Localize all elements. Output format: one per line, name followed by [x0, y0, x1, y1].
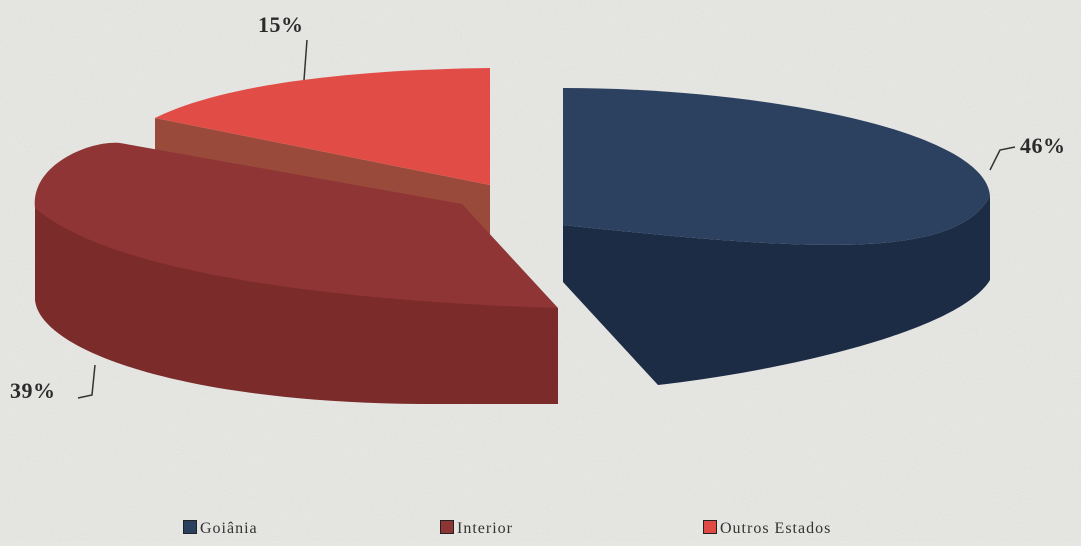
slice-goiania-side — [563, 196, 990, 385]
slice-interior-top — [34, 142, 559, 308]
slice-goiania-top — [563, 88, 990, 245]
data-label-goiania: 46% — [1020, 133, 1066, 158]
legend-item-outros-estados: Outros Estados — [703, 520, 831, 538]
leader-line-outros-estados — [303, 39, 308, 81]
leader-line-goiania — [989, 146, 1016, 171]
legend: Goiânia Interior Outros Estados — [0, 520, 1081, 541]
legend-label-outros-estados: Outros Estados — [720, 520, 832, 537]
pie-slice-goiania — [563, 88, 990, 385]
leader-line-interior — [77, 364, 96, 399]
legend-item-interior: Interior — [440, 520, 513, 538]
legend-swatch-outros-estados — [703, 520, 717, 534]
legend-item-goiania: Goiânia — [183, 520, 258, 538]
data-label-outros-estados: 15% — [258, 12, 304, 37]
pie-slice-interior — [34, 142, 559, 404]
legend-swatch-goiania — [183, 520, 197, 534]
legend-label-goiania: Goiânia — [200, 520, 258, 537]
legend-label-interior: Interior — [457, 520, 513, 537]
data-label-interior: 39% — [10, 378, 56, 403]
legend-swatch-interior — [440, 520, 454, 534]
slice-outros-estados-top — [155, 68, 490, 185]
